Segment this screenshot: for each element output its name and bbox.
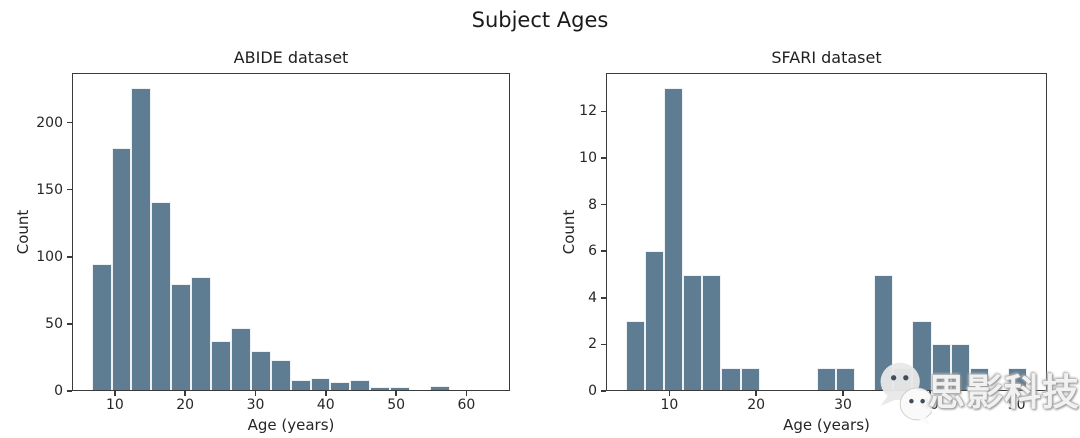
y-tick-mark [67,121,72,124]
x-axis-label: Age (years) [783,416,870,434]
histogram-bar [969,367,989,391]
x-axis-label: Age (years) [247,416,335,434]
figure-title: Subject Ages [471,8,609,32]
histogram-bar [625,321,646,391]
y-axis-label: Count [560,209,578,255]
histogram-bar [230,327,251,391]
x-tick-mark [465,391,468,396]
y-tick-label: 12 [579,103,597,120]
y-tick-label: 2 [588,336,597,353]
x-tick-label: 30 [834,397,852,413]
x-tick-mark [325,391,327,396]
sfari-histogram-plot: SFARI dataset Count Age (years) 10 20 30 40… [560,48,1047,434]
histogram-bar [931,344,951,391]
histogram-bar [91,263,112,391]
y-tick-mark [67,256,72,258]
y-tick-mark [67,188,72,191]
histogram-bar [702,274,722,391]
y-tick-mark [67,390,72,392]
histogram-bar [211,341,231,391]
x-tick-mark [1015,391,1018,396]
y-tick-mark [601,110,606,113]
histogram-bar [429,385,450,391]
histogram-bar [721,367,741,391]
histogram-bar [836,367,856,391]
x-tick-label: 10 [105,397,124,413]
y-tick-label: 10 [579,150,597,167]
histogram-bar [111,148,132,391]
x-tick-label: 30 [246,397,265,413]
y-tick-mark [601,203,606,206]
y-tick-mark [601,157,606,159]
x-tick-label: 40 [920,397,939,413]
y-tick-mark [601,297,606,299]
histogram-bar [683,274,703,391]
y-tick-label: 100 [36,248,63,265]
x-tick-mark [114,391,116,396]
histogram-bar [912,321,932,391]
x-tick-mark [254,391,257,396]
y-tick-label: 200 [36,114,63,131]
histogram-bar [250,350,271,391]
axes-title-abide: ABIDE dataset [233,48,349,67]
histogram-bar [950,344,970,391]
y-axis-label: Count [14,209,32,255]
histogram-bar [350,380,371,391]
x-tick-label: 20 [747,397,766,413]
histogram-bar [330,381,351,391]
y-tick-label: 0 [588,383,597,399]
histogram-bar [270,360,291,391]
x-tick-mark [395,391,397,396]
histogram-bar [131,87,152,391]
histogram-bar [370,386,391,391]
y-tick-mark [601,390,606,392]
x-tick-label: 50 [1007,397,1026,413]
histogram-bar [893,367,913,391]
x-tick-label: 60 [457,397,476,413]
x-tick-label: 10 [660,397,679,413]
x-tick-label: 40 [316,397,335,413]
histogram-bar [740,367,760,391]
x-tick-label: 50 [387,397,406,413]
histogram-bar [645,251,665,391]
histogram-bar [469,389,490,391]
histogram-bar [290,380,311,391]
y-tick-mark [601,343,606,346]
y-tick-label: 50 [45,315,63,332]
histogram-bar [151,201,172,391]
histogram-bar [1007,367,1028,391]
x-tick-label: 20 [176,397,195,413]
histogram-bar [310,377,331,391]
axes-title-sfari: SFARI dataset [771,48,882,67]
x-tick-mark [184,391,186,396]
y-tick-label: 150 [36,181,63,198]
y-tick-label: 6 [588,243,597,260]
histogram-bar [816,367,837,391]
y-tick-mark [67,323,72,325]
y-tick-label: 4 [588,289,597,306]
x-tick-mark [929,391,931,396]
histogram-bar [390,386,411,391]
histogram-bar [874,274,894,391]
x-tick-mark [842,391,844,396]
y-tick-mark [601,250,606,252]
y-tick-label: 8 [588,196,597,213]
histogram-bar [171,283,192,391]
x-tick-mark [755,391,757,396]
x-tick-mark [668,391,671,396]
histogram-bar [191,276,212,391]
histogram-bar [664,88,684,391]
abide-histogram-plot: ABIDE dataset Count Age (years) 10 20 30 40… [14,48,510,434]
y-tick-label: 0 [54,383,63,399]
